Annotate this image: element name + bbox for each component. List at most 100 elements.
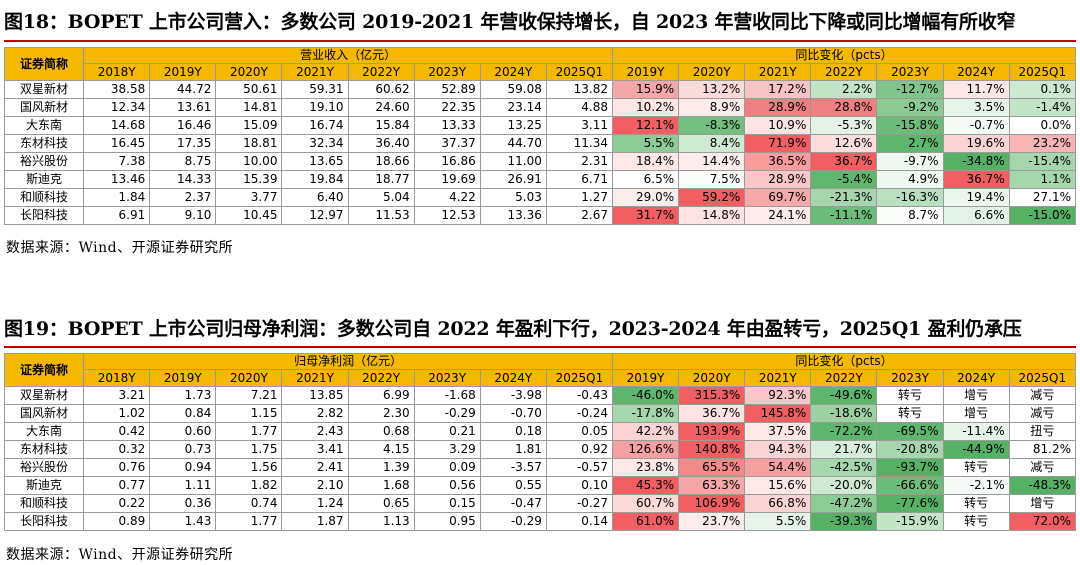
value-cell: -3.98 [479,386,547,405]
value-cell: -0.24 [545,404,614,423]
value-cell: 1.81 [479,440,547,459]
change-cell: 0.1% [1008,80,1077,99]
value-cell: 4.88 [545,98,614,117]
value-cell: 1.11 [149,476,217,495]
value-cell: 44.72 [149,80,217,99]
change-cell: 0.0% [1008,116,1077,135]
change-cell: 转亏 [942,512,1010,531]
table-row: 长阳科技 0.89 1.43 1.77 1.87 1.13 0.95 -0.29 0.14 61.… [3,512,1077,531]
table-row: 斯迪克 13.46 14.33 15.39 19.84 18.77 19.69 26.91 6.… [3,170,1077,189]
title-divider [4,346,1076,348]
value-cell: 18.81 [215,134,283,153]
change-cell: -11.1% [810,206,878,225]
company-name: 东材科技 [3,134,85,153]
change-year-header: 2025Q1 [1008,369,1077,387]
value-cell: 0.68 [347,422,415,441]
change-cell: -66.6% [876,476,944,495]
value-cell: 0.73 [149,440,217,459]
value-cell: 13.46 [83,170,151,189]
change-cell: 31.7% [612,206,680,225]
change-cell: -77.6% [876,494,944,513]
change-cell: -48.3% [1008,476,1077,495]
change-cell: 28.9% [744,98,812,117]
change-year-header: 2022Y [810,63,878,81]
year-header: 2020Y [215,369,283,387]
figure-title: 图19：BOPET 上市公司归母净利润：多数公司自 2022 年盈利下行，202… [4,318,1022,340]
change-cell: 23.2% [1008,134,1077,153]
table-row: 东材科技 16.45 17.35 18.81 32.34 36.40 37.37 44.70 1… [3,134,1077,153]
change-cell: 65.5% [678,458,746,477]
net-profit-table: 证券简称 归母净利润（亿元） 同比变化（pcts） 2018Y 2019Y 2020… [3,353,1077,531]
value-cell: 59.08 [479,80,547,99]
table-row: 国风新材 12.34 13.61 14.81 19.10 24.60 22.35 23.14 4… [3,98,1077,117]
value-cell: 0.18 [479,422,547,441]
value-cell: 0.77 [83,476,151,495]
change-cell: -12.7% [876,80,944,99]
change-cell: 54.4% [744,458,812,477]
change-cell: -0.7% [942,116,1010,135]
change-cell: 增亏 [942,386,1010,405]
change-year-header: 2023Y [876,63,944,81]
change-year-header: 2024Y [942,369,1010,387]
year-header: 2019Y [149,63,217,81]
value-cell: 0.55 [479,476,547,495]
change-cell: 61.0% [612,512,680,531]
year-header: 2018Y [83,369,151,387]
value-cell: 2.82 [281,404,349,423]
value-cell: 0.84 [149,404,217,423]
table-body: 双星新材 3.21 1.73 7.21 13.85 6.99 -1.68 -3.98 -0.43… [3,386,1077,531]
corner-label: 证券简称 [3,353,85,387]
right-group-header: 同比变化（pcts） [612,47,1076,64]
change-cell: 14.4% [678,152,746,171]
value-cell: 0.15 [413,494,481,513]
change-cell: 69.7% [744,188,812,207]
table-row: 大东南 14.68 16.46 15.09 16.74 15.84 13.33 13.25 3.… [3,116,1077,135]
company-name: 大东南 [3,116,85,135]
change-cell: 15.9% [612,80,680,99]
table-row: 国风新材 1.02 0.84 1.15 2.82 2.30 -0.29 -0.70 -0.24-… [3,404,1077,423]
change-cell: -9.7% [876,152,944,171]
value-cell: 0.60 [149,422,217,441]
table-row: 长阳科技 6.91 9.10 10.45 12.97 11.53 12.53 13.36 2.6… [3,206,1077,225]
company-name: 长阳科技 [3,206,85,225]
change-cell: 10.9% [744,116,812,135]
change-year-header: 2019Y [612,63,680,81]
value-cell: 44.70 [479,134,547,153]
value-cell: 1.84 [83,188,151,207]
change-cell: 140.8% [678,440,746,459]
value-cell: 1.73 [149,386,217,405]
change-cell: 92.3% [744,386,812,405]
change-cell: 71.9% [744,134,812,153]
change-cell: 36.7% [810,152,878,171]
change-cell: -18.6% [810,404,878,423]
value-cell: 0.14 [545,512,614,531]
year-header: 2025Q1 [545,369,614,387]
year-header: 2018Y [83,63,151,81]
value-cell: 14.81 [215,98,283,117]
change-cell: 3.5% [942,98,1010,117]
value-cell: 9.10 [149,206,217,225]
value-cell: 1.43 [149,512,217,531]
value-cell: 8.75 [149,152,217,171]
value-cell: 1.15 [215,404,283,423]
change-cell: 42.2% [612,422,680,441]
value-cell: 13.85 [281,386,349,405]
value-cell: 3.77 [215,188,283,207]
value-cell: 1.77 [215,512,283,531]
change-cell: 11.7% [942,80,1010,99]
value-cell: 17.35 [149,134,217,153]
value-cell: 10.00 [215,152,283,171]
value-cell: 6.71 [545,170,614,189]
year-header: 2022Y [347,369,415,387]
change-cell: 减亏 [1008,386,1077,405]
company-name: 国风新材 [3,98,85,117]
change-cell: 28.9% [744,170,812,189]
change-cell: -8.3% [678,116,746,135]
change-cell: 36.5% [744,152,812,171]
change-year-header: 2021Y [744,63,812,81]
change-cell: 8.4% [678,134,746,153]
value-cell: 13.36 [479,206,547,225]
value-cell: 50.61 [215,80,283,99]
value-cell: -0.29 [413,404,481,423]
change-cell: 增亏 [942,404,1010,423]
